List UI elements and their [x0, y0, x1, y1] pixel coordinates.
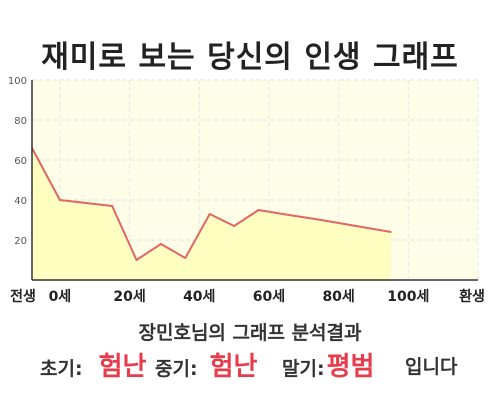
- data-point: [208, 213, 211, 215]
- x-tick-label: 0세: [49, 289, 72, 305]
- result-subtitle: 장민호님의 그래프 분석결과: [138, 322, 362, 344]
- data-point: [160, 243, 162, 245]
- data-point: [184, 257, 187, 259]
- x-tick-label: 환생: [459, 288, 485, 305]
- y-tick-label: 80: [14, 116, 27, 127]
- stage-late-label: 말기:: [282, 358, 325, 380]
- x-tick-label: 전생: [10, 288, 36, 305]
- stage-middle-label: 중기:: [155, 358, 198, 380]
- y-tick-label: 60: [14, 156, 27, 167]
- y-tick-label: 20: [14, 236, 27, 247]
- stage-early-value: 험난: [98, 352, 147, 382]
- data-point: [282, 213, 284, 215]
- chart-title: 재미로 보는 당신의 인생 그래프: [41, 40, 459, 75]
- x-tick-label: 60세: [253, 289, 285, 305]
- y-tick-label: 100: [8, 76, 27, 87]
- data-point: [390, 231, 392, 233]
- stage-early-label: 초기:: [40, 358, 83, 380]
- data-point: [59, 199, 61, 201]
- stage-late: 말기: 평범: [282, 346, 375, 382]
- stage-middle-value: 험난: [209, 352, 258, 382]
- stage-early: 초기: 험난: [40, 346, 147, 382]
- stage-late-value: 평범: [326, 352, 375, 382]
- x-tick-label: 40세: [183, 289, 215, 305]
- data-point: [355, 225, 357, 227]
- x-tick-label: 80세: [322, 289, 354, 305]
- x-tick-label: 20세: [113, 289, 145, 305]
- data-point: [233, 225, 235, 227]
- data-point: [320, 219, 323, 221]
- series-area: [32, 148, 391, 280]
- result-suffix: 입니다: [405, 356, 458, 378]
- stage-middle: 중기: 험난: [155, 346, 258, 382]
- x-tick-label: 100세: [387, 289, 429, 305]
- data-point: [135, 259, 138, 261]
- y-tick-label: 40: [14, 196, 27, 207]
- data-point: [111, 205, 113, 207]
- data-point: [257, 209, 260, 211]
